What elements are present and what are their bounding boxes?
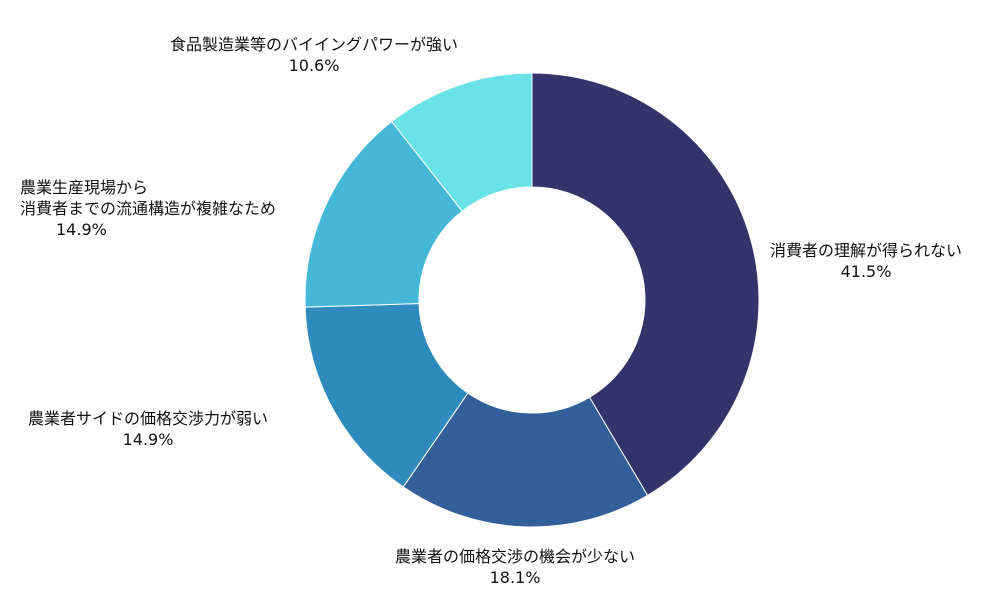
slice-label-text: 消費者の理解が得られない	[770, 241, 963, 260]
slice-label-text: 消費者までの流通構造が複雑なため	[20, 199, 277, 218]
slice-farmer-negotiation-power	[304, 303, 469, 488]
slice-label-farmer-negotiation-power: 農業者サイドの価格交渉力が弱い 14.9%	[28, 408, 268, 450]
slice-label-consumer-understanding: 消費者の理解が得られない 41.5%	[770, 240, 962, 282]
slice-label-buying-power: 食品製造業等のバイイングパワーが強い 10.6%	[170, 34, 458, 76]
slice-label-text: 農業者サイドの価格交渉力が弱い	[28, 409, 269, 428]
slice-value-label: 10.6%	[288, 56, 340, 75]
slice-label-text: 農業者の価格交渉の機会が少ない	[395, 547, 636, 566]
slice-value-label: 14.9%	[122, 430, 174, 449]
slice-consumer-understanding	[531, 72, 760, 497]
slice-label-text: 食品製造業等のバイイングパワーが強い	[170, 35, 459, 54]
slice-negotiation-opportunities	[402, 392, 649, 528]
slice-label-negotiation-opportunities: 農業者の価格交渉の機会が少ない 18.1%	[395, 546, 635, 588]
slice-label-complex-distribution: 農業生産現場から 消費者までの流通構造が複雑なため 14.9%	[20, 177, 276, 240]
slice-label-text: 農業生産現場から	[20, 178, 149, 197]
slice-complex-distribution	[304, 120, 463, 308]
slice-buying-power	[391, 72, 533, 212]
slice-value-label: 18.1%	[489, 568, 541, 587]
slice-value-label: 14.9%	[56, 220, 107, 239]
slice-value-label: 41.5%	[840, 262, 892, 281]
